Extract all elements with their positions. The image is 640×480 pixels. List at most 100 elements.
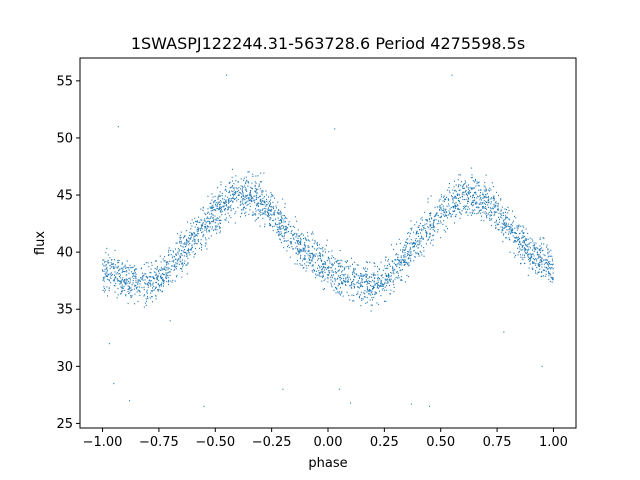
data-point — [237, 207, 239, 209]
data-point — [290, 231, 292, 233]
data-point — [250, 199, 252, 201]
data-point — [380, 282, 382, 284]
data-point — [275, 224, 277, 226]
x-tick-label: −0.75 — [139, 435, 179, 450]
data-point — [337, 265, 339, 267]
data-point — [162, 280, 164, 282]
data-point — [119, 275, 121, 278]
data-point — [466, 205, 468, 207]
data-point — [497, 205, 499, 207]
data-point — [112, 263, 114, 265]
data-point — [167, 281, 169, 283]
data-point — [383, 300, 385, 302]
data-point — [230, 208, 232, 210]
data-point — [547, 268, 549, 270]
data-point — [201, 228, 203, 230]
data-point — [344, 273, 346, 275]
data-point — [120, 290, 122, 293]
data-point — [438, 206, 440, 208]
data-point — [396, 265, 398, 267]
data-point — [444, 198, 446, 200]
data-point — [393, 248, 395, 250]
data-point — [186, 273, 188, 275]
data-point — [103, 278, 105, 280]
data-point — [536, 258, 538, 260]
data-point — [396, 243, 398, 245]
data-point — [374, 284, 376, 286]
data-point — [324, 262, 326, 264]
data-point — [513, 232, 515, 234]
data-point — [184, 242, 186, 244]
data-point — [210, 235, 212, 237]
data-point — [302, 247, 304, 249]
data-point — [363, 268, 365, 270]
data-point — [188, 240, 190, 242]
data-point — [321, 266, 323, 268]
data-point — [205, 213, 207, 216]
data-point — [515, 240, 517, 243]
data-point — [387, 276, 389, 278]
data-point — [523, 240, 525, 242]
data-point — [258, 213, 260, 215]
data-point — [544, 254, 546, 257]
data-point — [379, 278, 381, 280]
data-point — [429, 212, 431, 215]
data-point — [482, 202, 484, 205]
data-point — [484, 186, 486, 188]
data-point — [392, 270, 394, 272]
data-point — [243, 206, 245, 208]
data-point — [218, 207, 220, 209]
data-point — [418, 226, 420, 229]
data-point — [245, 189, 247, 191]
data-point — [437, 206, 439, 208]
data-point — [365, 267, 367, 269]
data-point — [545, 267, 547, 269]
data-point — [477, 184, 479, 187]
data-point — [296, 233, 298, 235]
data-point — [271, 194, 273, 197]
data-point — [531, 257, 533, 259]
data-point — [524, 235, 526, 238]
data-point — [227, 202, 229, 204]
data-point — [297, 242, 299, 245]
data-point — [446, 215, 448, 217]
data-point — [403, 261, 405, 263]
data-point — [207, 226, 209, 228]
data-point — [242, 198, 244, 200]
data-point — [219, 205, 221, 207]
data-point — [377, 276, 379, 279]
data-point — [304, 244, 306, 247]
data-point — [445, 210, 447, 213]
data-point — [390, 280, 392, 282]
data-point — [437, 229, 439, 231]
x-tick-label: 1.00 — [539, 435, 568, 450]
data-point — [365, 275, 367, 277]
data-point — [337, 275, 339, 277]
data-point — [351, 284, 353, 286]
data-point — [117, 273, 119, 275]
data-point — [445, 214, 447, 216]
data-point — [266, 198, 268, 201]
data-point — [201, 246, 203, 248]
data-point — [526, 252, 528, 254]
data-point — [552, 268, 554, 270]
data-point — [131, 288, 133, 291]
data-point — [222, 206, 224, 208]
data-point — [193, 237, 195, 239]
data-point — [297, 248, 299, 251]
data-point — [377, 265, 379, 268]
data-point — [541, 263, 543, 265]
data-point — [416, 232, 418, 235]
data-point — [451, 195, 453, 197]
data-point — [519, 244, 521, 246]
data-point — [349, 299, 351, 301]
data-point — [457, 204, 459, 206]
data-point — [227, 207, 229, 209]
data-point — [528, 242, 530, 244]
data-point — [191, 244, 193, 246]
data-point — [394, 278, 396, 280]
data-point — [485, 196, 487, 198]
data-point — [175, 253, 177, 255]
data-point — [130, 271, 132, 273]
y-axis-label: flux — [33, 231, 48, 255]
